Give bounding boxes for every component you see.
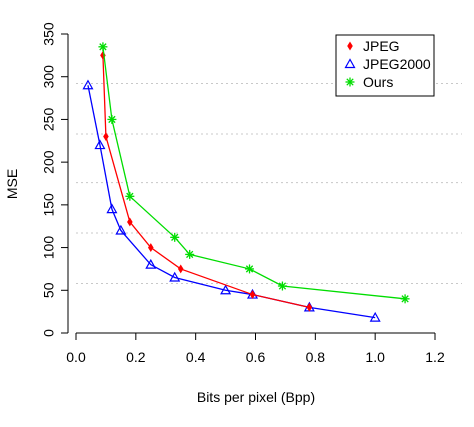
legend-entry-jpeg2000: JPEG2000: [344, 56, 431, 72]
legend: JPEG JPEG2000 Ours: [335, 34, 435, 97]
data-point-ours: [107, 114, 117, 124]
y-tick-label: 250: [41, 108, 57, 132]
y-tick-label: 50: [41, 282, 57, 298]
legend-marker-jpeg: [347, 41, 353, 51]
legend-entry-jpeg: JPEG: [347, 38, 400, 54]
x-axis-label: Bits per pixel (Bpp): [197, 389, 315, 405]
y-tick-label: 300: [41, 65, 57, 89]
series-ours: [98, 42, 410, 304]
data-point-ours: [98, 42, 108, 52]
legend-label-jpeg2000: JPEG2000: [363, 56, 431, 72]
data-point-jpeg2000: [82, 79, 94, 90]
data-point-jpeg2000: [220, 284, 232, 295]
x-tick-label: 0.8: [306, 349, 326, 365]
data-point-jpeg2000: [106, 203, 118, 214]
x-tick-label: 0.0: [66, 349, 86, 365]
x-tick-label: 0.6: [246, 349, 266, 365]
legend-label-ours: Ours: [363, 74, 393, 90]
series-line-jpeg2000: [87, 85, 376, 319]
data-point-jpeg: [148, 243, 154, 253]
data-point-jpeg2000: [94, 139, 106, 150]
series-jpeg: [100, 50, 313, 312]
series-line-jpeg: [102, 55, 310, 309]
data-point-ours: [170, 232, 180, 242]
legend-label-jpeg: JPEG: [363, 38, 400, 54]
y-tick-label: 150: [41, 193, 57, 217]
y-tick-label: 100: [41, 236, 57, 260]
data-point-jpeg2000: [169, 271, 181, 282]
y-tick-label: 350: [41, 22, 57, 46]
x-tick-label: 0.2: [126, 349, 146, 365]
legend-marker-jpeg2000: [344, 58, 356, 69]
data-point-jpeg2000: [145, 258, 157, 269]
data-point-jpeg: [127, 217, 133, 227]
data-point-jpeg: [103, 132, 109, 141]
y-tick-label: 0: [41, 329, 57, 337]
data-point-jpeg2000: [115, 224, 127, 235]
x-tick-label: 1.2: [425, 349, 445, 365]
series-jpeg2000: [82, 79, 381, 322]
x-tick-label: 1.0: [365, 349, 385, 365]
data-point-jpeg: [177, 264, 184, 274]
series-line-ours: [102, 46, 406, 300]
data-point-ours: [125, 191, 135, 201]
data-point-ours: [245, 264, 255, 274]
data-point-ours: [277, 281, 287, 291]
data-point-jpeg: [306, 302, 313, 312]
series-layer: [82, 42, 410, 322]
legend-box: [335, 34, 435, 97]
legend-marker-ours: [345, 77, 355, 87]
legend-entry-ours: Ours: [345, 74, 393, 90]
ticks-layer: 0.0 0.2 0.4 0.6 0.8 1.0 1.2 0 50 100 150 200 250 300 3…: [41, 22, 445, 365]
data-point-jpeg: [249, 290, 256, 299]
data-point-ours: [400, 294, 410, 304]
y-tick-label: 200: [41, 150, 57, 174]
grid-layer: [76, 83, 462, 284]
y-axis-label: MSE: [4, 169, 20, 199]
x-tick-label: 0.4: [186, 349, 206, 365]
data-point-ours: [185, 249, 195, 259]
data-point-jpeg2000: [369, 311, 381, 322]
